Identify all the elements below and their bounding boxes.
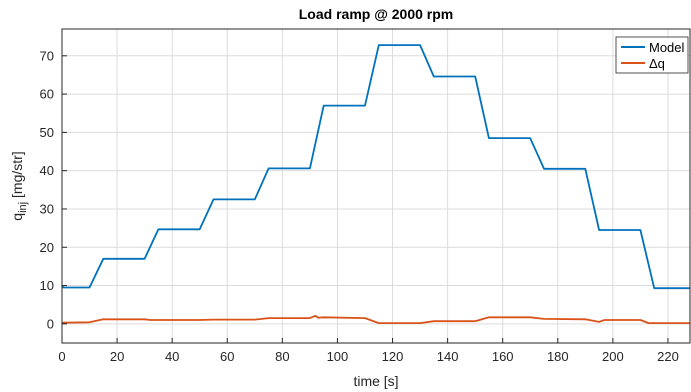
series-layer	[61, 44, 690, 325]
plot-frame	[61, 28, 691, 344]
series-line-delta-q	[61, 314, 690, 325]
legend-label-delta-q: Δq	[649, 56, 665, 71]
x-tick-label: 220	[657, 349, 679, 364]
x-tick-label: 60	[220, 349, 234, 364]
x-tick-label: 120	[382, 349, 404, 364]
x-axis-ticks: 0 20 40 60 80 100 120 140 160 180 200 220	[58, 338, 679, 364]
y-tick-label: 50	[40, 125, 54, 140]
x-tick-label: 100	[327, 349, 349, 364]
legend-label-model: Model	[649, 40, 685, 55]
y-tick-label: 40	[40, 163, 54, 178]
chart-title: Load ramp @ 2000 rpm	[299, 6, 453, 22]
y-tick-label: 10	[40, 278, 54, 293]
y-tick-label: 60	[40, 87, 54, 102]
x-axis-label: time [s]	[353, 373, 398, 389]
x-tick-label: 0	[58, 349, 65, 364]
y-tick-label: 70	[40, 48, 54, 63]
x-tick-label: 80	[275, 349, 289, 364]
y-axis-label-subscript: inj	[17, 202, 29, 213]
y-axis-label-unit: [mg/str]	[9, 151, 25, 202]
y-axis-label: qinj [mg/str]	[9, 151, 29, 220]
y-tick-label: 30	[40, 201, 54, 216]
legend-box	[615, 36, 689, 74]
x-tick-label: 180	[547, 349, 569, 364]
y-tick-label: 20	[40, 240, 54, 255]
legend: Model Δq	[615, 36, 689, 74]
x-tick-label: 20	[110, 349, 124, 364]
y-tick-label: 0	[47, 316, 54, 331]
x-tick-label: 140	[437, 349, 459, 364]
y-axis-ticks: 0 10 20 30 40 50 60 70	[40, 48, 67, 331]
grid	[61, 29, 690, 343]
y-axis-label-symbol: q	[9, 213, 25, 221]
x-tick-label: 200	[602, 349, 624, 364]
x-tick-label: 40	[165, 349, 179, 364]
series-line-model	[61, 44, 690, 290]
plot-area	[62, 29, 690, 343]
x-tick-label: 160	[492, 349, 514, 364]
